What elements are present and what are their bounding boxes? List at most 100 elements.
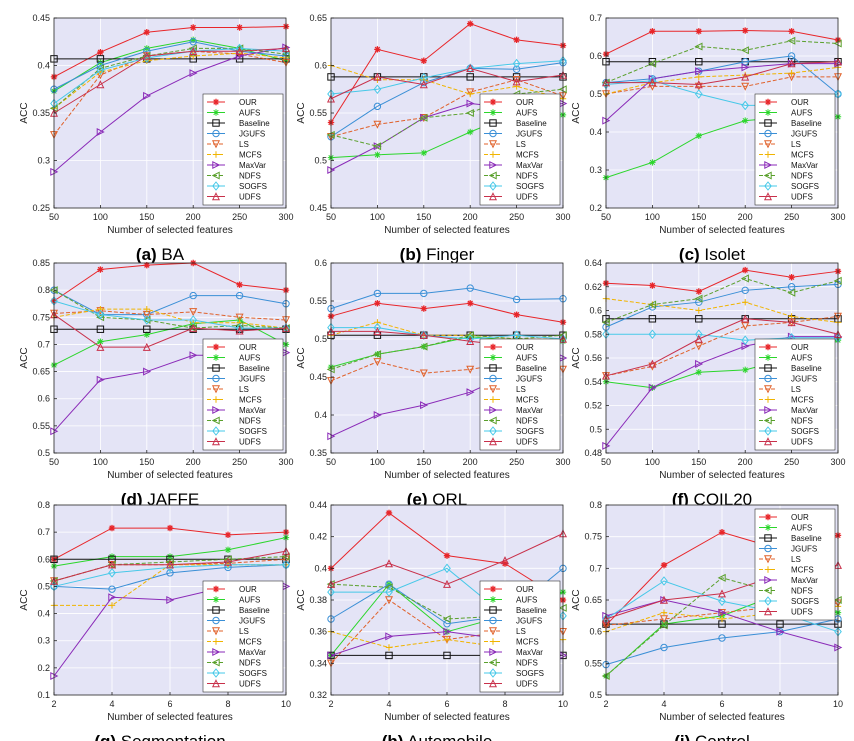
legend-entry: OUR [791, 98, 809, 107]
legend-entry: UDFS [239, 438, 261, 447]
data-point-ls [235, 313, 244, 322]
data-point-maxvar [718, 608, 727, 617]
data-point-sogfs [718, 596, 726, 607]
x-tick-label: 200 [186, 212, 201, 222]
data-point-ndfs [648, 300, 657, 309]
legend-marker [764, 109, 772, 116]
data-point-our [788, 28, 795, 35]
x-tick-label: 4 [109, 699, 114, 709]
series-line-maxvar [605, 336, 838, 447]
data-point-ls [648, 362, 657, 371]
y-axis-label: ACC [19, 589, 30, 610]
series-line-our [330, 302, 564, 323]
legend-entry: JGUFS [239, 617, 265, 626]
series-line-mcfs [330, 65, 564, 100]
legend-marker [212, 638, 220, 645]
chart-panel-orl: 0.35 0.4 0.45 0.5 0.55 0.6 50 100 150 200 250 300 Nu… [296, 258, 571, 509]
legend-entry: LS [516, 140, 526, 149]
x-tick-label: 150 [691, 457, 706, 467]
data-point-jgufs [787, 52, 796, 60]
series-line-mcfs [53, 52, 287, 109]
data-point-our [467, 20, 474, 27]
data-point-sogfs [235, 323, 244, 333]
series-line-ls [53, 50, 287, 136]
legend-marker [489, 151, 497, 158]
data-point-our [374, 300, 381, 307]
legend-marker [211, 416, 220, 425]
legend-entry: MaxVar [791, 406, 818, 415]
data-point-udfs [442, 579, 452, 588]
data-point-ndfs [740, 274, 749, 283]
y-tick-label: 0.4 [37, 609, 50, 619]
x-tick-label: 10 [558, 699, 568, 709]
series-line-udfs [330, 533, 564, 585]
data-point-sogfs [466, 63, 475, 74]
y-tick-label: 0.75 [32, 312, 50, 322]
data-point-maxvar [108, 593, 117, 602]
legend-entry: MCFS [516, 638, 539, 647]
legend-marker [489, 616, 497, 625]
legend-entry: MCFS [516, 396, 539, 405]
legend-marker [764, 129, 772, 138]
chart-panel-jaffe: 0.5 0.55 0.6 0.65 0.7 0.75 0.8 0.85 50 100 150 200 2… [19, 258, 294, 509]
data-point-our [649, 28, 656, 35]
data-point-our [788, 274, 795, 281]
legend-entry: Baseline [516, 364, 547, 373]
x-axis-label: Number of selected features [107, 470, 233, 481]
data-point-our [420, 57, 427, 64]
legend-marker [489, 426, 497, 436]
legend-entry: LS [791, 140, 801, 149]
legend-entry: SOGFS [516, 669, 544, 678]
legend-entry: LS [516, 385, 526, 394]
data-point-baseline [776, 620, 784, 628]
y-tick-label: 0.32 [309, 690, 327, 700]
data-point-aufs [695, 132, 702, 139]
series-line-ndfs [605, 40, 839, 84]
y-tick-label: 0.6 [589, 306, 602, 316]
legend-entry: OUR [239, 585, 257, 594]
data-point-ndfs [787, 288, 796, 297]
subfigure-caption: (a) BA [136, 245, 185, 264]
legend-entry: NDFS [791, 587, 813, 596]
legend-marker [764, 575, 773, 585]
legend-entry: JGUFS [791, 545, 817, 554]
legend-entry: AUFS [791, 354, 812, 363]
data-point-our [143, 261, 150, 269]
y-tick-label: 0.65 [584, 595, 602, 605]
data-point-maxvar [189, 69, 198, 78]
series-line-mcfs [605, 298, 839, 323]
x-tick-label: 150 [139, 457, 154, 467]
legend-marker [764, 364, 772, 372]
legend-marker [764, 98, 772, 106]
data-point-jgufs [373, 289, 382, 298]
series-line-our [53, 262, 287, 302]
x-tick-label: 100 [370, 457, 385, 467]
legend-entry: MaxVar [239, 161, 266, 170]
data-point-our [236, 24, 243, 31]
y-axis-label: ACC [571, 102, 582, 123]
data-point-mcfs [143, 305, 150, 313]
x-tick-label: 300 [555, 212, 570, 222]
legend-marker [489, 585, 497, 593]
data-point-jgufs [741, 286, 749, 295]
legend-marker [489, 596, 497, 603]
legend-entry: JGUFS [516, 617, 542, 626]
x-tick-label: 150 [691, 212, 706, 222]
legend-entry: MaxVar [239, 648, 266, 657]
x-axis-label: Number of selected features [659, 712, 785, 723]
data-point-maxvar [96, 375, 105, 384]
legend-marker [212, 374, 220, 383]
x-tick-label: 150 [416, 457, 431, 467]
x-tick-label: 300 [278, 457, 293, 467]
legend-marker [212, 160, 221, 170]
series-line-udfs [53, 47, 287, 114]
legend-entry: JGUFS [791, 130, 817, 139]
legend-entry: SOGFS [516, 427, 544, 436]
data-point-mcfs [695, 307, 702, 314]
legend-entry: MCFS [239, 151, 262, 160]
x-tick-label: 50 [601, 457, 611, 467]
subfigure-caption: (e) ORL [407, 490, 467, 509]
data-point-mcfs [660, 609, 668, 616]
data-point-ls [373, 120, 382, 129]
data-point-our [166, 524, 174, 532]
